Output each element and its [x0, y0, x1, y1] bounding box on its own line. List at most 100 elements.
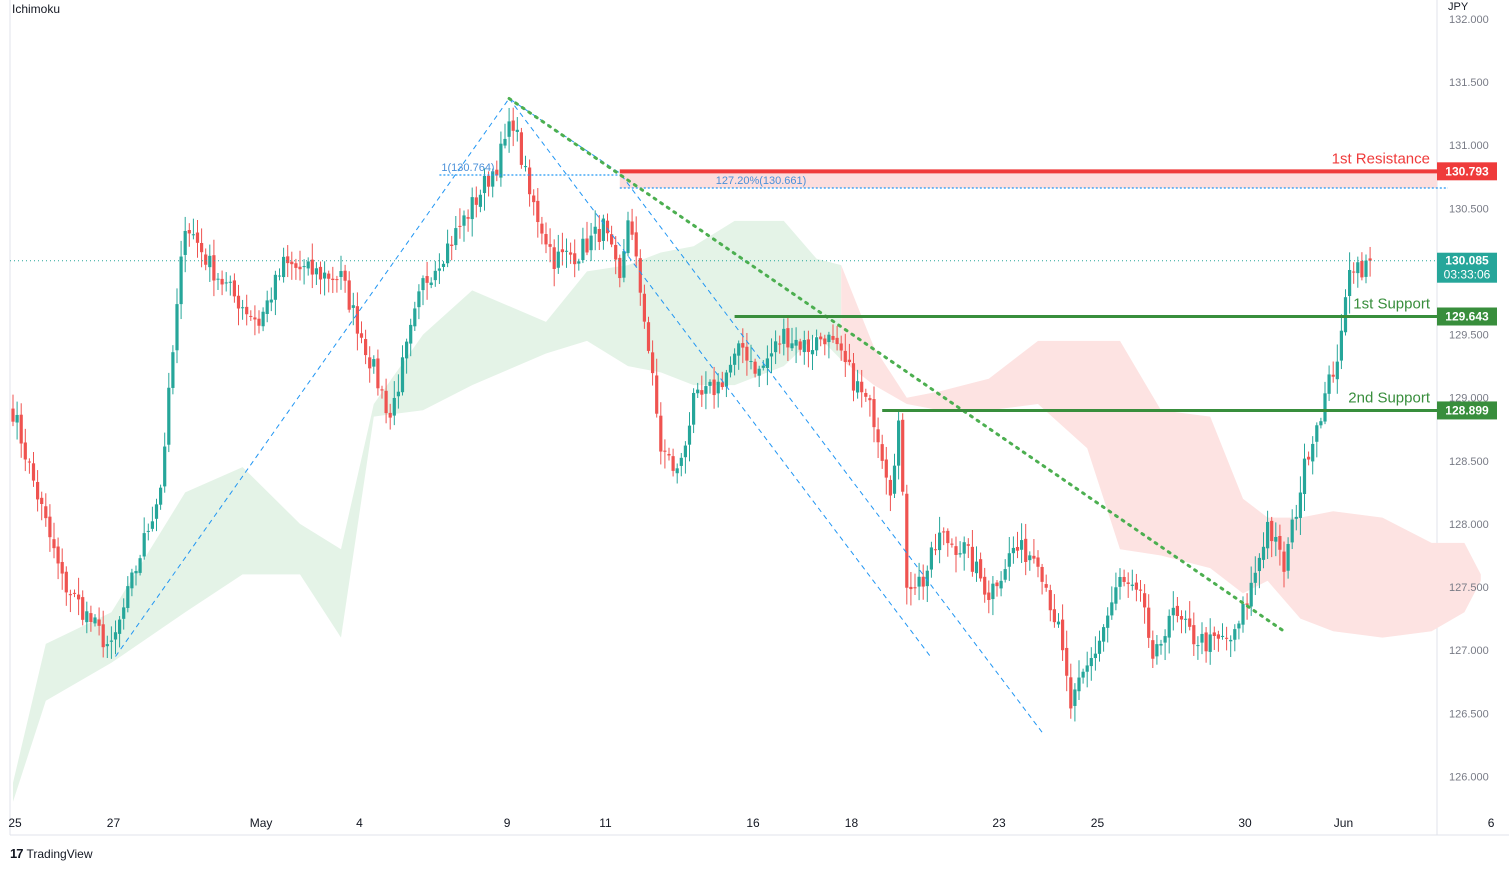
candle: [868, 398, 872, 401]
candle: [831, 335, 835, 340]
candle: [1286, 543, 1290, 571]
candle: [1290, 519, 1294, 543]
candle: [220, 278, 224, 285]
candle: [1052, 609, 1056, 623]
candle: [552, 247, 556, 269]
y-tick-label: 129.000: [1449, 393, 1489, 405]
candle: [1245, 603, 1249, 605]
tradingview-brand: TradingView: [26, 846, 93, 861]
candle: [1024, 538, 1028, 562]
candle: [134, 571, 138, 574]
candle: [1274, 536, 1278, 542]
candle: [1220, 635, 1225, 637]
candle: [64, 571, 68, 593]
candle: [417, 291, 421, 308]
candle: [1106, 615, 1110, 628]
candle: [827, 334, 831, 343]
candle: [794, 339, 798, 346]
candle: [503, 138, 507, 146]
candle: [347, 280, 351, 310]
candle: [1294, 516, 1298, 519]
candle: [105, 644, 109, 647]
candle: [745, 346, 749, 361]
candle: [1089, 658, 1093, 667]
candle: [1352, 271, 1356, 273]
candle: [60, 561, 64, 574]
candle: [1151, 640, 1155, 659]
candle: [601, 218, 605, 241]
candle: [241, 307, 245, 309]
candle: [1229, 639, 1233, 642]
candle: [847, 359, 851, 363]
candle: [642, 293, 646, 322]
candle: [245, 306, 249, 315]
candle: [790, 343, 794, 349]
candle: [1335, 361, 1339, 380]
candle: [109, 640, 113, 642]
candle: [302, 266, 306, 268]
candle: [974, 561, 979, 574]
x-tick-label: 9: [504, 816, 511, 830]
candle: [27, 461, 31, 463]
candles: [11, 107, 1372, 722]
candle: [995, 582, 999, 587]
candle: [487, 175, 491, 187]
candle: [1196, 645, 1200, 647]
y-tick-label: 127.000: [1449, 645, 1489, 657]
candle: [1241, 603, 1245, 625]
candle: [564, 250, 569, 252]
candle: [421, 278, 425, 291]
candle: [696, 389, 700, 394]
candle: [1356, 262, 1360, 274]
candle: [1212, 632, 1216, 637]
ichimoku-cloud: [13, 220, 1481, 802]
candle: [1147, 607, 1151, 638]
candle: [1093, 653, 1097, 659]
candle: [909, 586, 913, 590]
resistance-price-label: 130.793: [1445, 164, 1489, 178]
currency-label: JPY: [1448, 1, 1469, 13]
candle: [622, 251, 626, 278]
support-price-badge: [1437, 307, 1497, 326]
candle: [1102, 627, 1106, 642]
candle: [757, 368, 761, 376]
candle: [298, 266, 302, 270]
tradingview-footer[interactable]: 17 TradingView: [10, 846, 93, 861]
candle: [823, 338, 827, 345]
candle: [577, 261, 581, 264]
candle: [958, 553, 962, 555]
candle: [556, 251, 560, 268]
candle: [491, 171, 495, 187]
candle: [1208, 634, 1212, 652]
candle: [646, 322, 651, 351]
candle: [368, 357, 372, 369]
candle: [163, 446, 167, 487]
candle: [167, 387, 171, 445]
candle: [400, 357, 405, 393]
candle: [81, 597, 85, 620]
candle: [331, 278, 335, 281]
candle: [1327, 374, 1331, 394]
candle: [523, 166, 528, 168]
candle: [962, 542, 966, 554]
candle: [1044, 584, 1048, 588]
candle: [376, 358, 380, 389]
candle: [519, 132, 523, 165]
candle: [1200, 633, 1204, 643]
candle: [48, 516, 52, 538]
candle: [720, 382, 724, 388]
candle: [987, 592, 991, 600]
candle: [741, 343, 745, 348]
candle: [454, 228, 458, 246]
countdown-label: 03:33:06: [1444, 268, 1491, 282]
candle: [495, 169, 499, 176]
candle: [1073, 689, 1077, 706]
candle: [93, 617, 97, 624]
candle: [23, 442, 27, 460]
y-tick-label: 129.500: [1449, 330, 1489, 342]
candle: [339, 271, 343, 277]
candle: [839, 343, 843, 351]
candle: [728, 364, 733, 373]
candle: [651, 352, 655, 374]
